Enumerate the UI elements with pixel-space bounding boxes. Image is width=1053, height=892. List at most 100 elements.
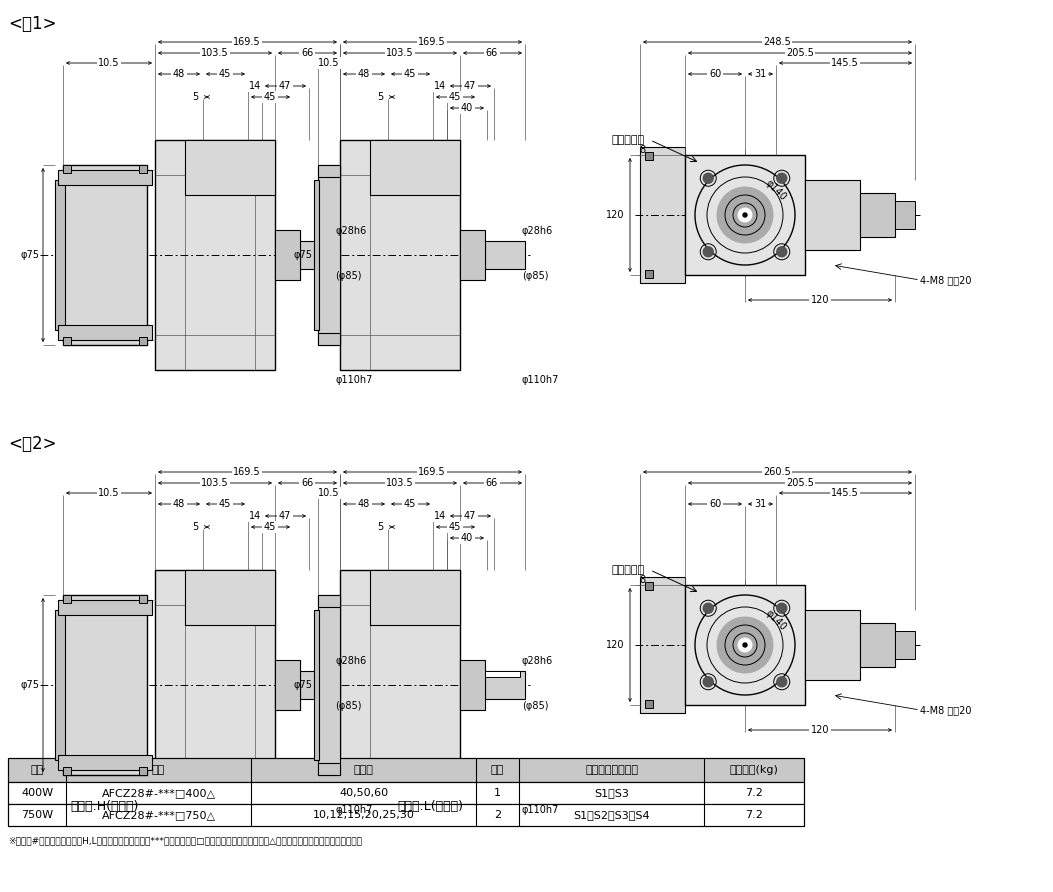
Circle shape: [703, 677, 713, 687]
Text: 248.5: 248.5: [763, 37, 791, 47]
Text: 容量: 容量: [31, 765, 43, 775]
Text: 45: 45: [449, 92, 461, 102]
Text: 31: 31: [754, 69, 767, 79]
Bar: [318, 595, 340, 775]
Text: 概略質量(kg): 概略質量(kg): [730, 765, 778, 775]
Text: 2: 2: [494, 810, 501, 820]
Text: 103.5: 103.5: [201, 478, 229, 488]
Bar: [340, 570, 460, 800]
Text: 5: 5: [192, 92, 198, 102]
Circle shape: [777, 247, 787, 257]
Text: AFCZ28#-***□400△: AFCZ28#-***□400△: [101, 788, 216, 798]
Text: 1: 1: [494, 788, 501, 798]
Text: φ110h7: φ110h7: [335, 805, 373, 815]
Text: 205.5: 205.5: [786, 478, 814, 488]
Bar: [63, 595, 71, 603]
Bar: [63, 337, 71, 345]
Bar: [895, 201, 915, 229]
Text: 47: 47: [463, 511, 476, 521]
Bar: [58, 170, 152, 185]
Bar: [300, 671, 340, 699]
Text: 145.5: 145.5: [831, 58, 859, 68]
Bar: [185, 140, 275, 195]
Circle shape: [717, 187, 773, 243]
Bar: [139, 595, 147, 603]
Bar: [63, 767, 71, 775]
Text: φ28h6: φ28h6: [522, 226, 553, 236]
Text: 750W: 750W: [21, 810, 53, 820]
Bar: [895, 631, 915, 659]
Circle shape: [777, 603, 787, 613]
Text: 66: 66: [301, 48, 313, 58]
Bar: [860, 623, 895, 667]
Bar: [640, 147, 686, 283]
Text: 205.5: 205.5: [786, 48, 814, 58]
Text: 48: 48: [358, 499, 370, 509]
Bar: [860, 193, 895, 237]
Bar: [318, 763, 340, 775]
Text: (φ85): (φ85): [335, 271, 361, 281]
Bar: [645, 582, 653, 590]
Bar: [460, 230, 485, 280]
Bar: [318, 595, 340, 607]
Text: 120: 120: [605, 210, 624, 220]
Text: 120: 120: [811, 725, 830, 735]
Text: 5: 5: [377, 522, 383, 532]
Text: 減速比: 減速比: [354, 765, 374, 775]
Text: 14: 14: [434, 81, 446, 91]
Text: S1・S3: S1・S3: [594, 788, 629, 798]
Text: 31: 31: [754, 499, 767, 509]
Bar: [155, 570, 275, 800]
Text: 軸区分:L(キー有): 軸区分:L(キー有): [397, 800, 463, 813]
Text: 47: 47: [279, 81, 292, 91]
Text: 169.5: 169.5: [418, 467, 445, 477]
Text: φ75: φ75: [20, 250, 40, 260]
Text: 103.5: 103.5: [386, 48, 414, 58]
Bar: [370, 570, 460, 625]
Text: 4-M8 深さ20: 4-M8 深さ20: [920, 705, 972, 715]
Text: 45: 45: [403, 499, 416, 509]
Text: φ110h7: φ110h7: [522, 805, 559, 815]
Bar: [8, 804, 804, 826]
Bar: [485, 241, 525, 269]
Circle shape: [777, 677, 787, 687]
Text: 145.5: 145.5: [831, 488, 859, 498]
Text: 図番: 図番: [491, 765, 504, 775]
Bar: [300, 241, 340, 269]
Text: 169.5: 169.5: [233, 37, 261, 47]
Bar: [314, 610, 319, 760]
Bar: [318, 165, 340, 345]
Text: 10.5: 10.5: [318, 488, 340, 498]
Text: フランジ面: フランジ面: [612, 565, 645, 575]
Text: 10,12,15,20,25,30: 10,12,15,20,25,30: [313, 810, 415, 820]
Text: 103.5: 103.5: [201, 48, 229, 58]
Bar: [485, 671, 525, 699]
Text: 45: 45: [219, 499, 232, 509]
Text: 8: 8: [639, 145, 645, 155]
Text: 48: 48: [173, 499, 185, 509]
Bar: [804, 180, 860, 250]
Bar: [8, 758, 804, 782]
Text: φ140: φ140: [763, 607, 788, 632]
Bar: [370, 140, 460, 195]
Text: 40,50,60: 40,50,60: [339, 788, 389, 798]
Bar: [8, 782, 804, 804]
Bar: [645, 700, 653, 708]
Text: 5: 5: [192, 522, 198, 532]
Text: 軸区分:H(キー無): 軸区分:H(キー無): [71, 800, 139, 813]
Circle shape: [738, 638, 752, 652]
Text: 14: 14: [434, 511, 446, 521]
Bar: [640, 577, 686, 713]
Text: φ110h7: φ110h7: [335, 375, 373, 385]
Bar: [139, 165, 147, 173]
Circle shape: [743, 643, 747, 647]
Bar: [686, 585, 804, 705]
Bar: [139, 337, 147, 345]
Text: ※型式の#には軸区分記号（H,L）が入ります。また、***には減速比、□にはバックラッシュ精度、△にはフランジ形状種別が入ります。: ※型式の#には軸区分記号（H,L）が入ります。また、***には減速比、□にはバッ…: [8, 836, 362, 845]
Text: 400W: 400W: [21, 788, 53, 798]
Bar: [340, 140, 460, 370]
Text: φ28h6: φ28h6: [522, 656, 553, 666]
Bar: [63, 165, 147, 345]
Text: 66: 66: [485, 478, 498, 488]
Text: 4-M8 深さ20: 4-M8 深さ20: [920, 275, 972, 285]
